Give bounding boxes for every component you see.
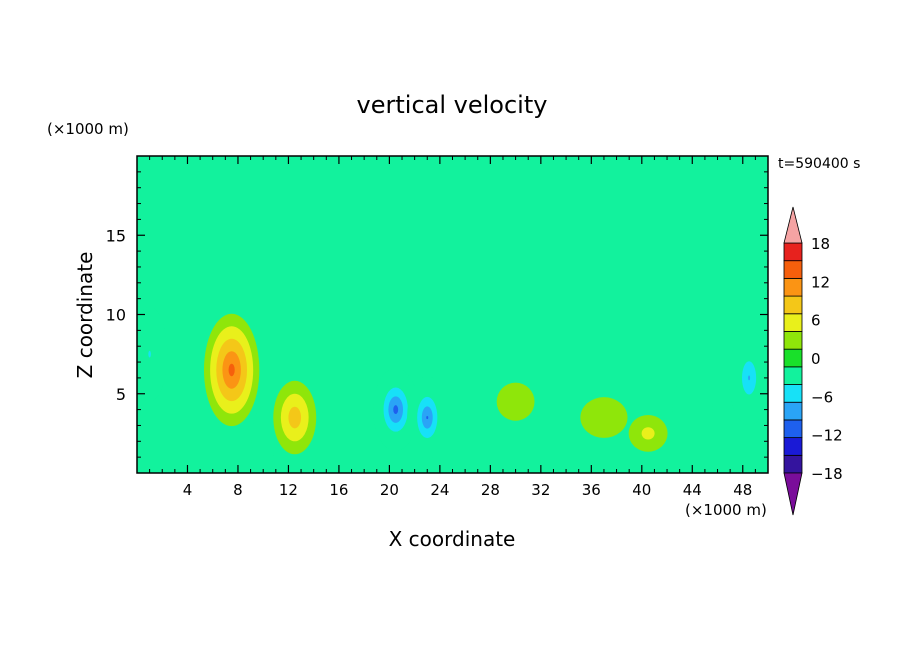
colorbar-swatch (783, 454, 803, 474)
x-tick-label: 48 (733, 481, 752, 499)
colorbar-tick-label: 6 (811, 312, 821, 330)
x-axis-label: X coordinate (389, 527, 516, 551)
colorbar-tick-label: −18 (811, 465, 843, 483)
x-tick-label: 12 (279, 481, 298, 499)
contour-feature (728, 330, 768, 426)
contour-band (496, 382, 535, 421)
contour-feature (407, 376, 448, 459)
colorbar-swatch (783, 313, 803, 332)
contour-field (137, 156, 768, 473)
contour-band (251, 406, 275, 473)
colorbar-swatch (783, 437, 803, 456)
contour-band (393, 405, 399, 415)
x-tick-label: 44 (683, 481, 702, 499)
x-tick-label: 20 (380, 481, 399, 499)
colorbar-swatch (783, 260, 803, 279)
x-tick-label: 36 (582, 481, 601, 499)
y-axis-label: Z coordinate (73, 252, 97, 379)
colorbar-swatch (783, 331, 803, 350)
colorbar-swatch (783, 384, 803, 403)
colorbar-under-arrow (783, 472, 803, 516)
contour-feature (372, 368, 419, 451)
x-tick-label: 4 (183, 481, 193, 499)
colorbar-swatch (783, 277, 803, 297)
colorbar-swatch (783, 295, 803, 315)
contour-band (580, 397, 628, 438)
contour-feature (137, 306, 168, 402)
contour-feature (628, 415, 668, 452)
contour-band (137, 306, 168, 402)
colorbar-tick-label: 0 (811, 350, 821, 368)
contour-band (148, 350, 151, 358)
x-tick-label: 28 (481, 481, 500, 499)
contour-band (288, 406, 302, 429)
y-tick-label: 5 (116, 385, 126, 404)
y-tick-label: 15 (106, 226, 126, 245)
y-unit-label: (×1000 m) (47, 120, 129, 138)
colorbar-swatch (783, 401, 803, 421)
x-unit-label: (×1000 m) (685, 501, 767, 519)
colorbar-swatch (783, 419, 803, 439)
contour-feature (203, 313, 260, 427)
contour-feature (580, 397, 628, 438)
colorbar-tick-label: 18 (811, 235, 830, 253)
y-axis: 5 10 15 (106, 171, 768, 458)
contour-band (426, 415, 429, 420)
colorbar-swatch (783, 348, 803, 368)
contour-feature (251, 406, 275, 473)
contour-feature (672, 371, 713, 448)
contour-feature (496, 382, 535, 421)
contour-band (672, 371, 713, 448)
colorbar: 18 12 6 0 −6 −12 −18 (783, 206, 843, 516)
contour-band (228, 363, 235, 377)
contour-band (748, 375, 751, 381)
x-tick-label: 16 (329, 481, 348, 499)
x-axis: 4 8 12 16 20 24 28 32 36 40 44 48 (149, 156, 756, 499)
x-tick-label: 24 (430, 481, 449, 499)
x-tick-label: 40 (632, 481, 651, 499)
colorbar-swatch (783, 242, 803, 262)
colorbar-tick-label: 12 (811, 273, 830, 291)
colorbar-over-arrow (783, 206, 803, 244)
x-tick-label: 8 (233, 481, 243, 499)
contour-feature (273, 380, 317, 455)
colorbar-tick-label: −12 (811, 427, 843, 445)
x-tick-label: 32 (531, 481, 550, 499)
chart-title: vertical velocity (357, 91, 548, 119)
y-tick-label: 10 (106, 306, 126, 325)
contour-band (641, 427, 655, 440)
colorbar-swatch (783, 366, 803, 385)
time-label: t=590400 s (778, 156, 860, 172)
colorbar-tick-label: −6 (811, 388, 833, 406)
